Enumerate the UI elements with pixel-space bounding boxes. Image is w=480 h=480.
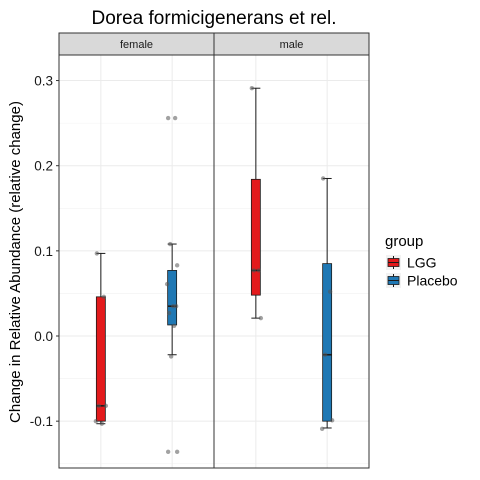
y-tick-label: 0.0 [34, 329, 53, 344]
box-body [167, 270, 178, 326]
data-point [249, 86, 255, 91]
data-point [258, 315, 264, 321]
y-axis-title: Change in Relative Abundance (relative c… [7, 101, 24, 423]
y-tick-label: -0.1 [30, 414, 53, 429]
panel-background-male [214, 55, 369, 468]
strip-label-male: male [280, 39, 304, 51]
data-point [96, 403, 102, 409]
y-axis: -0.1 0.0 0.1 0.2 0.3 [30, 74, 59, 429]
box-female-Placebo [164, 115, 180, 455]
data-point [93, 418, 99, 424]
data-point [168, 354, 174, 359]
data-point [174, 449, 180, 455]
data-point [322, 352, 328, 357]
box-body [322, 263, 333, 422]
legend-key-placebo [386, 273, 401, 288]
strip-label-female: female [120, 39, 153, 51]
legend-label-placebo: Placebo [407, 273, 458, 289]
box-male-LGG [249, 86, 264, 321]
data-point [101, 294, 107, 300]
data-point [167, 241, 173, 247]
legend-title: group [385, 233, 423, 250]
data-point [164, 281, 170, 287]
facet-panel-female: female [58, 32, 215, 469]
data-point [327, 289, 333, 294]
y-tick-label: 0.1 [34, 244, 53, 259]
legend-key-lgg [386, 255, 401, 270]
data-point [103, 403, 109, 409]
box-body [250, 178, 261, 296]
box-body [95, 296, 106, 422]
data-point [329, 418, 335, 423]
data-point [320, 176, 326, 181]
data-point [171, 323, 177, 328]
panel-border-male [213, 54, 370, 469]
data-point [172, 115, 178, 121]
data-point [256, 268, 262, 273]
data-point [94, 251, 100, 256]
facet-panel-male: male [213, 32, 370, 469]
facet-panels: female male [58, 32, 370, 469]
box-male-Placebo [319, 176, 335, 432]
data-point [165, 115, 171, 121]
chart-title: Dorea formicigenerans et rel. [92, 8, 337, 29]
data-point [319, 426, 325, 432]
y-tick-label: 0.2 [34, 159, 53, 174]
panel-background-female [59, 55, 214, 468]
box-female-LGG [93, 251, 109, 426]
data-point [173, 304, 179, 309]
data-point [165, 449, 171, 455]
data-point [174, 263, 180, 268]
data-point [99, 421, 105, 426]
legend-label-lgg: LGG [407, 255, 437, 271]
legend: group LGG Placebo [385, 233, 458, 289]
data-point [251, 268, 257, 273]
y-tick-label: 0.3 [34, 74, 53, 89]
data-point [166, 310, 172, 316]
